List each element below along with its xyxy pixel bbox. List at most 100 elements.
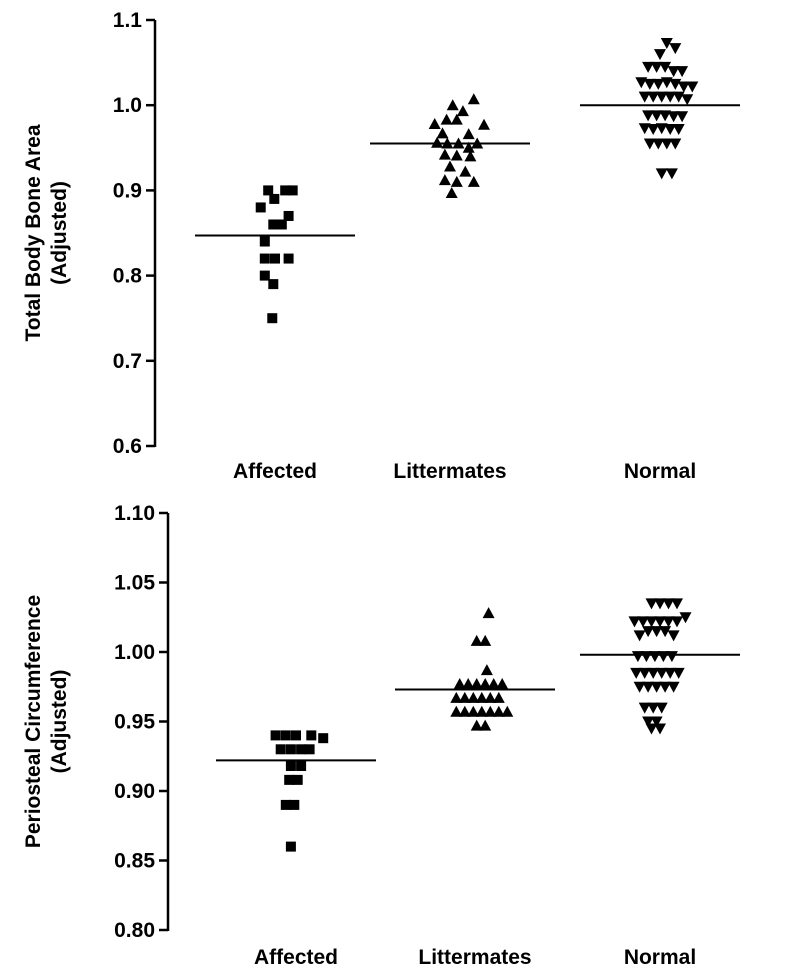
- data-point: [462, 677, 475, 689]
- data-point: [470, 719, 483, 731]
- data-point: [633, 681, 646, 693]
- data-point: [450, 113, 463, 125]
- data-point: [268, 219, 279, 230]
- data-point: [438, 174, 451, 186]
- data-point: [479, 719, 492, 731]
- data-point: [642, 61, 655, 73]
- data-point: [450, 175, 463, 187]
- data-point: [259, 236, 270, 247]
- data-point: [458, 705, 471, 717]
- data-point: [479, 677, 492, 689]
- data-point: [479, 634, 492, 646]
- data-point: [671, 598, 683, 610]
- data-point: [296, 744, 307, 755]
- data-point: [428, 117, 441, 129]
- data-point: [667, 630, 680, 642]
- data-point: [642, 626, 655, 638]
- y-tick-label: 1.05: [114, 572, 155, 595]
- data-point: [270, 730, 281, 741]
- data-point: [645, 598, 658, 610]
- data-point: [464, 150, 477, 162]
- data-point: [660, 38, 673, 50]
- data-point: [655, 123, 668, 135]
- data-point: [259, 270, 270, 281]
- data-point: [660, 77, 673, 89]
- data-point: [306, 730, 317, 741]
- data-point: [467, 705, 480, 717]
- series-affected: [195, 185, 355, 324]
- y-tick-label: 0.7: [113, 350, 142, 373]
- data-point: [671, 616, 683, 628]
- data-point: [436, 127, 449, 139]
- data-point: [475, 691, 488, 703]
- data-point: [470, 634, 483, 646]
- data-point: [492, 705, 505, 717]
- data-point: [289, 799, 300, 810]
- data-point: [642, 681, 655, 693]
- data-point: [655, 702, 668, 714]
- data-point: [645, 616, 658, 628]
- data-point: [655, 91, 668, 103]
- x-category-label: Normal: [624, 460, 696, 483]
- data-point: [650, 626, 663, 638]
- data-point: [662, 598, 675, 610]
- data-point: [292, 774, 303, 785]
- data-point: [484, 691, 497, 703]
- data-point: [496, 677, 509, 689]
- data-point: [647, 91, 660, 103]
- y-tick-label: 0.8: [113, 265, 143, 288]
- data-point: [296, 760, 307, 771]
- data-point: [659, 110, 672, 122]
- data-point: [283, 253, 294, 264]
- y-axis-label: Periosteal Circumference (Adjusted): [22, 595, 71, 848]
- data-point: [676, 111, 689, 123]
- data-point: [280, 730, 291, 741]
- data-point: [667, 681, 680, 693]
- data-point: [652, 78, 665, 90]
- data-point: [667, 66, 680, 78]
- y-tick-label: 1.00: [114, 641, 155, 664]
- x-category-label: Littermates: [393, 460, 506, 483]
- data-point: [669, 138, 682, 150]
- data-point: [662, 616, 675, 628]
- data-point: [677, 81, 690, 93]
- data-point: [459, 165, 472, 177]
- data-point: [643, 138, 656, 150]
- data-point: [654, 616, 666, 628]
- data-point: [445, 186, 458, 198]
- data-point: [267, 313, 278, 324]
- y-tick-label: 0.6: [113, 435, 142, 458]
- data-point: [638, 123, 651, 135]
- data-point: [647, 124, 660, 136]
- data-point: [470, 677, 483, 689]
- data-point: [669, 43, 682, 55]
- data-point: [450, 705, 463, 717]
- series-affected: [216, 730, 376, 852]
- data-point: [676, 66, 689, 78]
- data-point: [635, 77, 648, 89]
- data-point: [645, 723, 658, 735]
- data-point: [285, 760, 296, 771]
- x-category-label: Littermates: [418, 946, 531, 969]
- series-littermates: [370, 93, 530, 198]
- data-point: [633, 630, 646, 642]
- data-point: [484, 705, 497, 717]
- data-point: [630, 667, 643, 679]
- data-point: [650, 61, 663, 73]
- data-point: [672, 124, 685, 136]
- data-point: [280, 185, 291, 196]
- chart-panel-1: 0.6 0.7 0.8 0.9 1.0 1.1 Total Body Bone Area (A…: [22, 9, 740, 483]
- data-point: [270, 253, 280, 264]
- data-point: [654, 598, 666, 610]
- data-point: [654, 49, 666, 61]
- data-point: [318, 733, 329, 744]
- y-tick-label: 1.10: [114, 502, 155, 525]
- data-point: [655, 667, 668, 679]
- x-category-label: Affected: [254, 946, 338, 969]
- data-point: [467, 93, 480, 105]
- data-point: [492, 691, 505, 703]
- y-tick-label: 0.9: [113, 179, 142, 202]
- data-point: [284, 774, 295, 785]
- data-point: [255, 202, 266, 213]
